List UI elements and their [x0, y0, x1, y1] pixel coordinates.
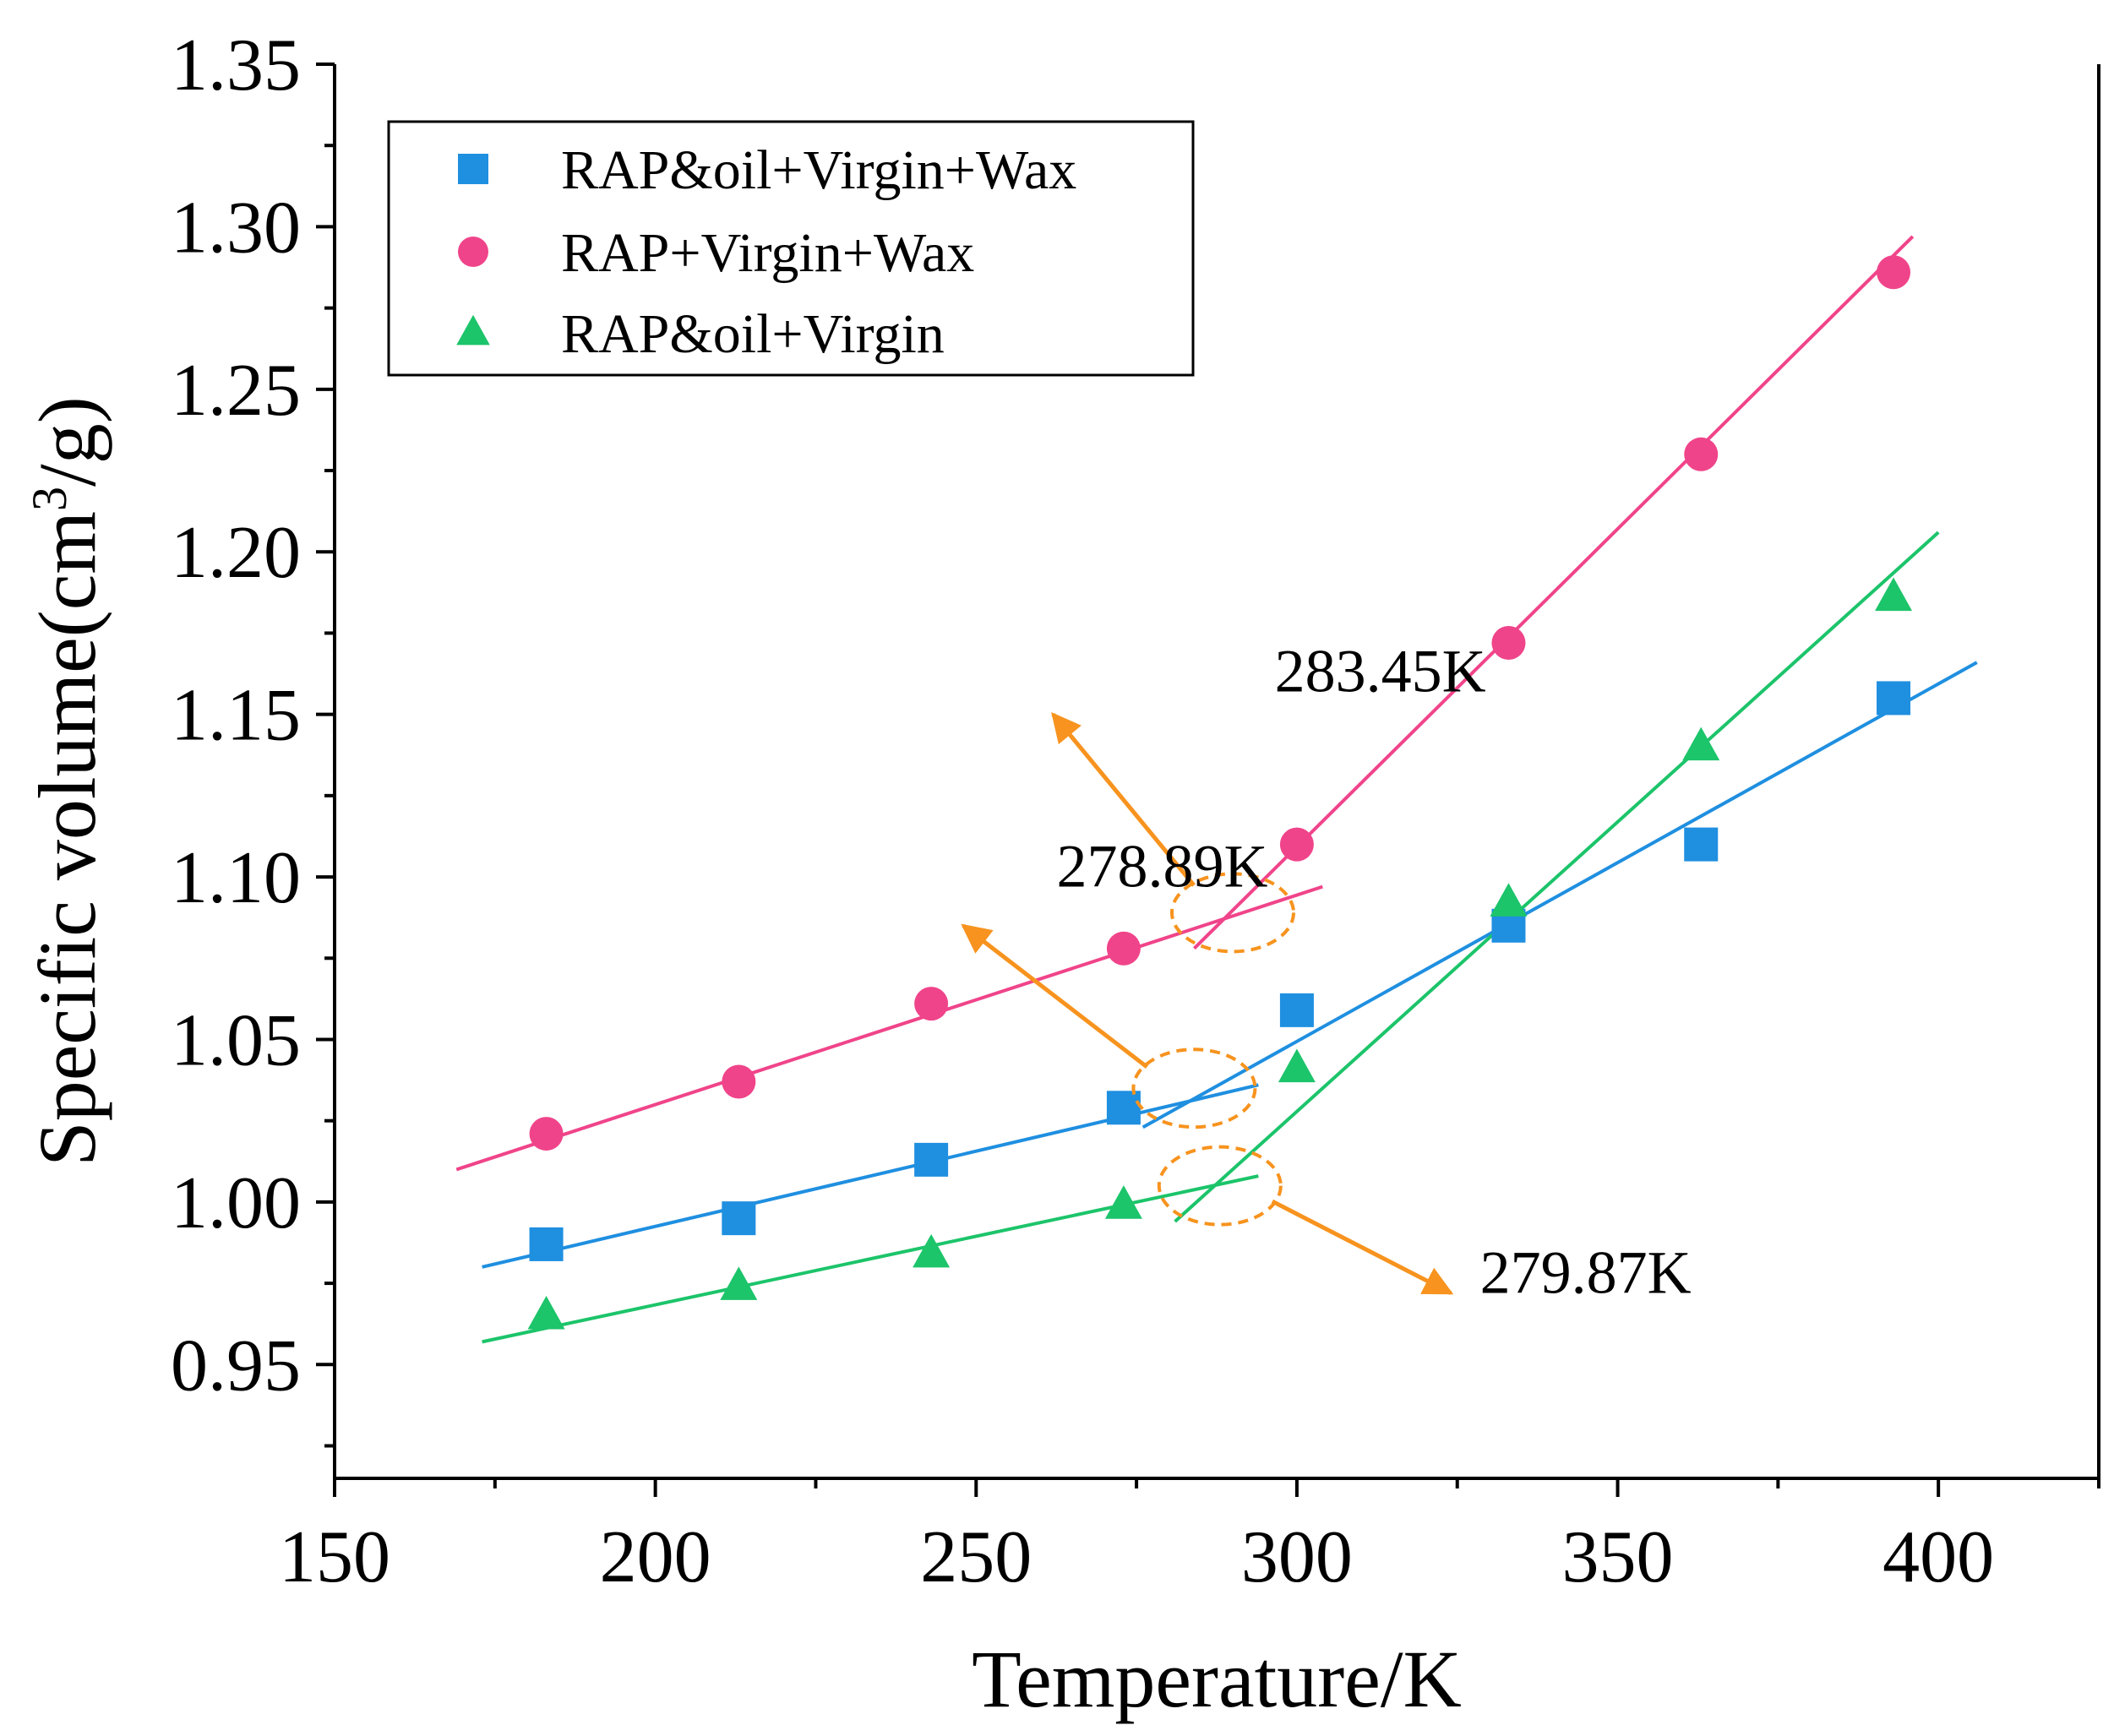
y-tick-label: 1.00 [171, 1162, 301, 1244]
legend-box [387, 120, 1195, 377]
legend-marker-square [458, 154, 488, 184]
x-tick-label: 350 [1562, 1516, 1674, 1598]
legend-marker-triangle [456, 314, 490, 346]
y-tick-label: 0.95 [171, 1325, 301, 1407]
markers [527, 255, 1913, 1330]
data-point-circle [1491, 625, 1526, 660]
fit-line [1141, 661, 1978, 1129]
data-point-circle [722, 1064, 756, 1099]
data-point-circle [1684, 437, 1719, 471]
y-tick-label: 1.05 [171, 999, 301, 1081]
annotation-label: 283.45K [1275, 638, 1486, 705]
y-tick-label: 1.15 [171, 675, 301, 757]
data-point-square [1684, 827, 1719, 862]
data-point-circle [1877, 255, 1911, 290]
legend-entry-label: RAP&oil+Virgin [561, 303, 945, 365]
legend-entry-label: RAP+Virgin+Wax [561, 222, 974, 284]
data-point-triangle [720, 1266, 758, 1300]
fit-line [1174, 531, 1940, 1223]
annotation-label: 279.87K [1480, 1239, 1692, 1307]
annotation-ellipse [1157, 1145, 1283, 1227]
annotations: 283.45K 278.89K 279.87K [961, 638, 1692, 1307]
data-point-circle [529, 1117, 564, 1151]
data-point-square [1106, 1091, 1141, 1125]
y-tick-label: 1.25 [171, 350, 301, 432]
y-tick-label: 1.10 [171, 837, 301, 919]
data-point-square [722, 1201, 756, 1236]
plot-frame [333, 64, 2100, 1480]
data-point-triangle [913, 1233, 951, 1268]
data-point-triangle [1104, 1185, 1142, 1219]
x-tick-label: 200 [600, 1516, 711, 1598]
annotation-ellipse [1169, 872, 1295, 954]
ticks: 150 200 250 300 350 400 0.95 1.00 1.05 1.10 1.15 1.… [171, 24, 2100, 1598]
fit-line [482, 1174, 1259, 1344]
data-point-circle [1106, 931, 1141, 966]
y-axis-label-superscript: 3 [22, 487, 77, 511]
data-point-circle [914, 987, 949, 1021]
annotation-label: 278.89K [1056, 833, 1267, 901]
annotation-arrow [1051, 711, 1196, 887]
x-tick-label: 300 [1241, 1516, 1353, 1598]
legend-entry-label: RAP&oil+Virgin+Wax [561, 139, 1076, 201]
legend: RAP&oil+Virgin+Wax RAP+Virgin+Wax RAP&oil+… [387, 120, 1195, 377]
data-point-triangle [1278, 1048, 1316, 1083]
annotation-arrow [1271, 1199, 1454, 1295]
y-axis-label: Specific volume(cm3/g) [22, 396, 112, 1166]
fit-line [482, 1083, 1259, 1269]
data-point-square [1877, 681, 1911, 716]
data-point-circle [1279, 827, 1314, 862]
legend-marker-circle [458, 237, 488, 267]
annotation-arrow [961, 923, 1149, 1069]
fit-line [1193, 235, 1915, 950]
data-point-triangle [1682, 727, 1720, 761]
y-tick-label: 1.20 [171, 512, 301, 594]
annotation-ellipse [1131, 1048, 1257, 1129]
x-tick-label: 150 [279, 1516, 390, 1598]
data-point-square [529, 1227, 564, 1261]
fit-line [455, 884, 1323, 1172]
data-point-triangle [527, 1296, 565, 1330]
x-tick-label: 400 [1882, 1516, 1994, 1598]
x-axis-label: Temperature/K [972, 1634, 1462, 1724]
x-tick-label: 250 [920, 1516, 1032, 1598]
data-point-triangle [1875, 577, 1913, 612]
y-axis-label-main: Specific volume(cm [22, 511, 112, 1167]
data-point-square [914, 1142, 949, 1177]
data-point-square [1279, 993, 1314, 1027]
fit-lines [455, 235, 1978, 1344]
y-tick-label: 1.30 [171, 187, 301, 269]
data-point-triangle [1490, 883, 1528, 917]
y-tick-label: 1.35 [171, 24, 301, 106]
y-axis-label-tail: /g) [22, 396, 112, 487]
